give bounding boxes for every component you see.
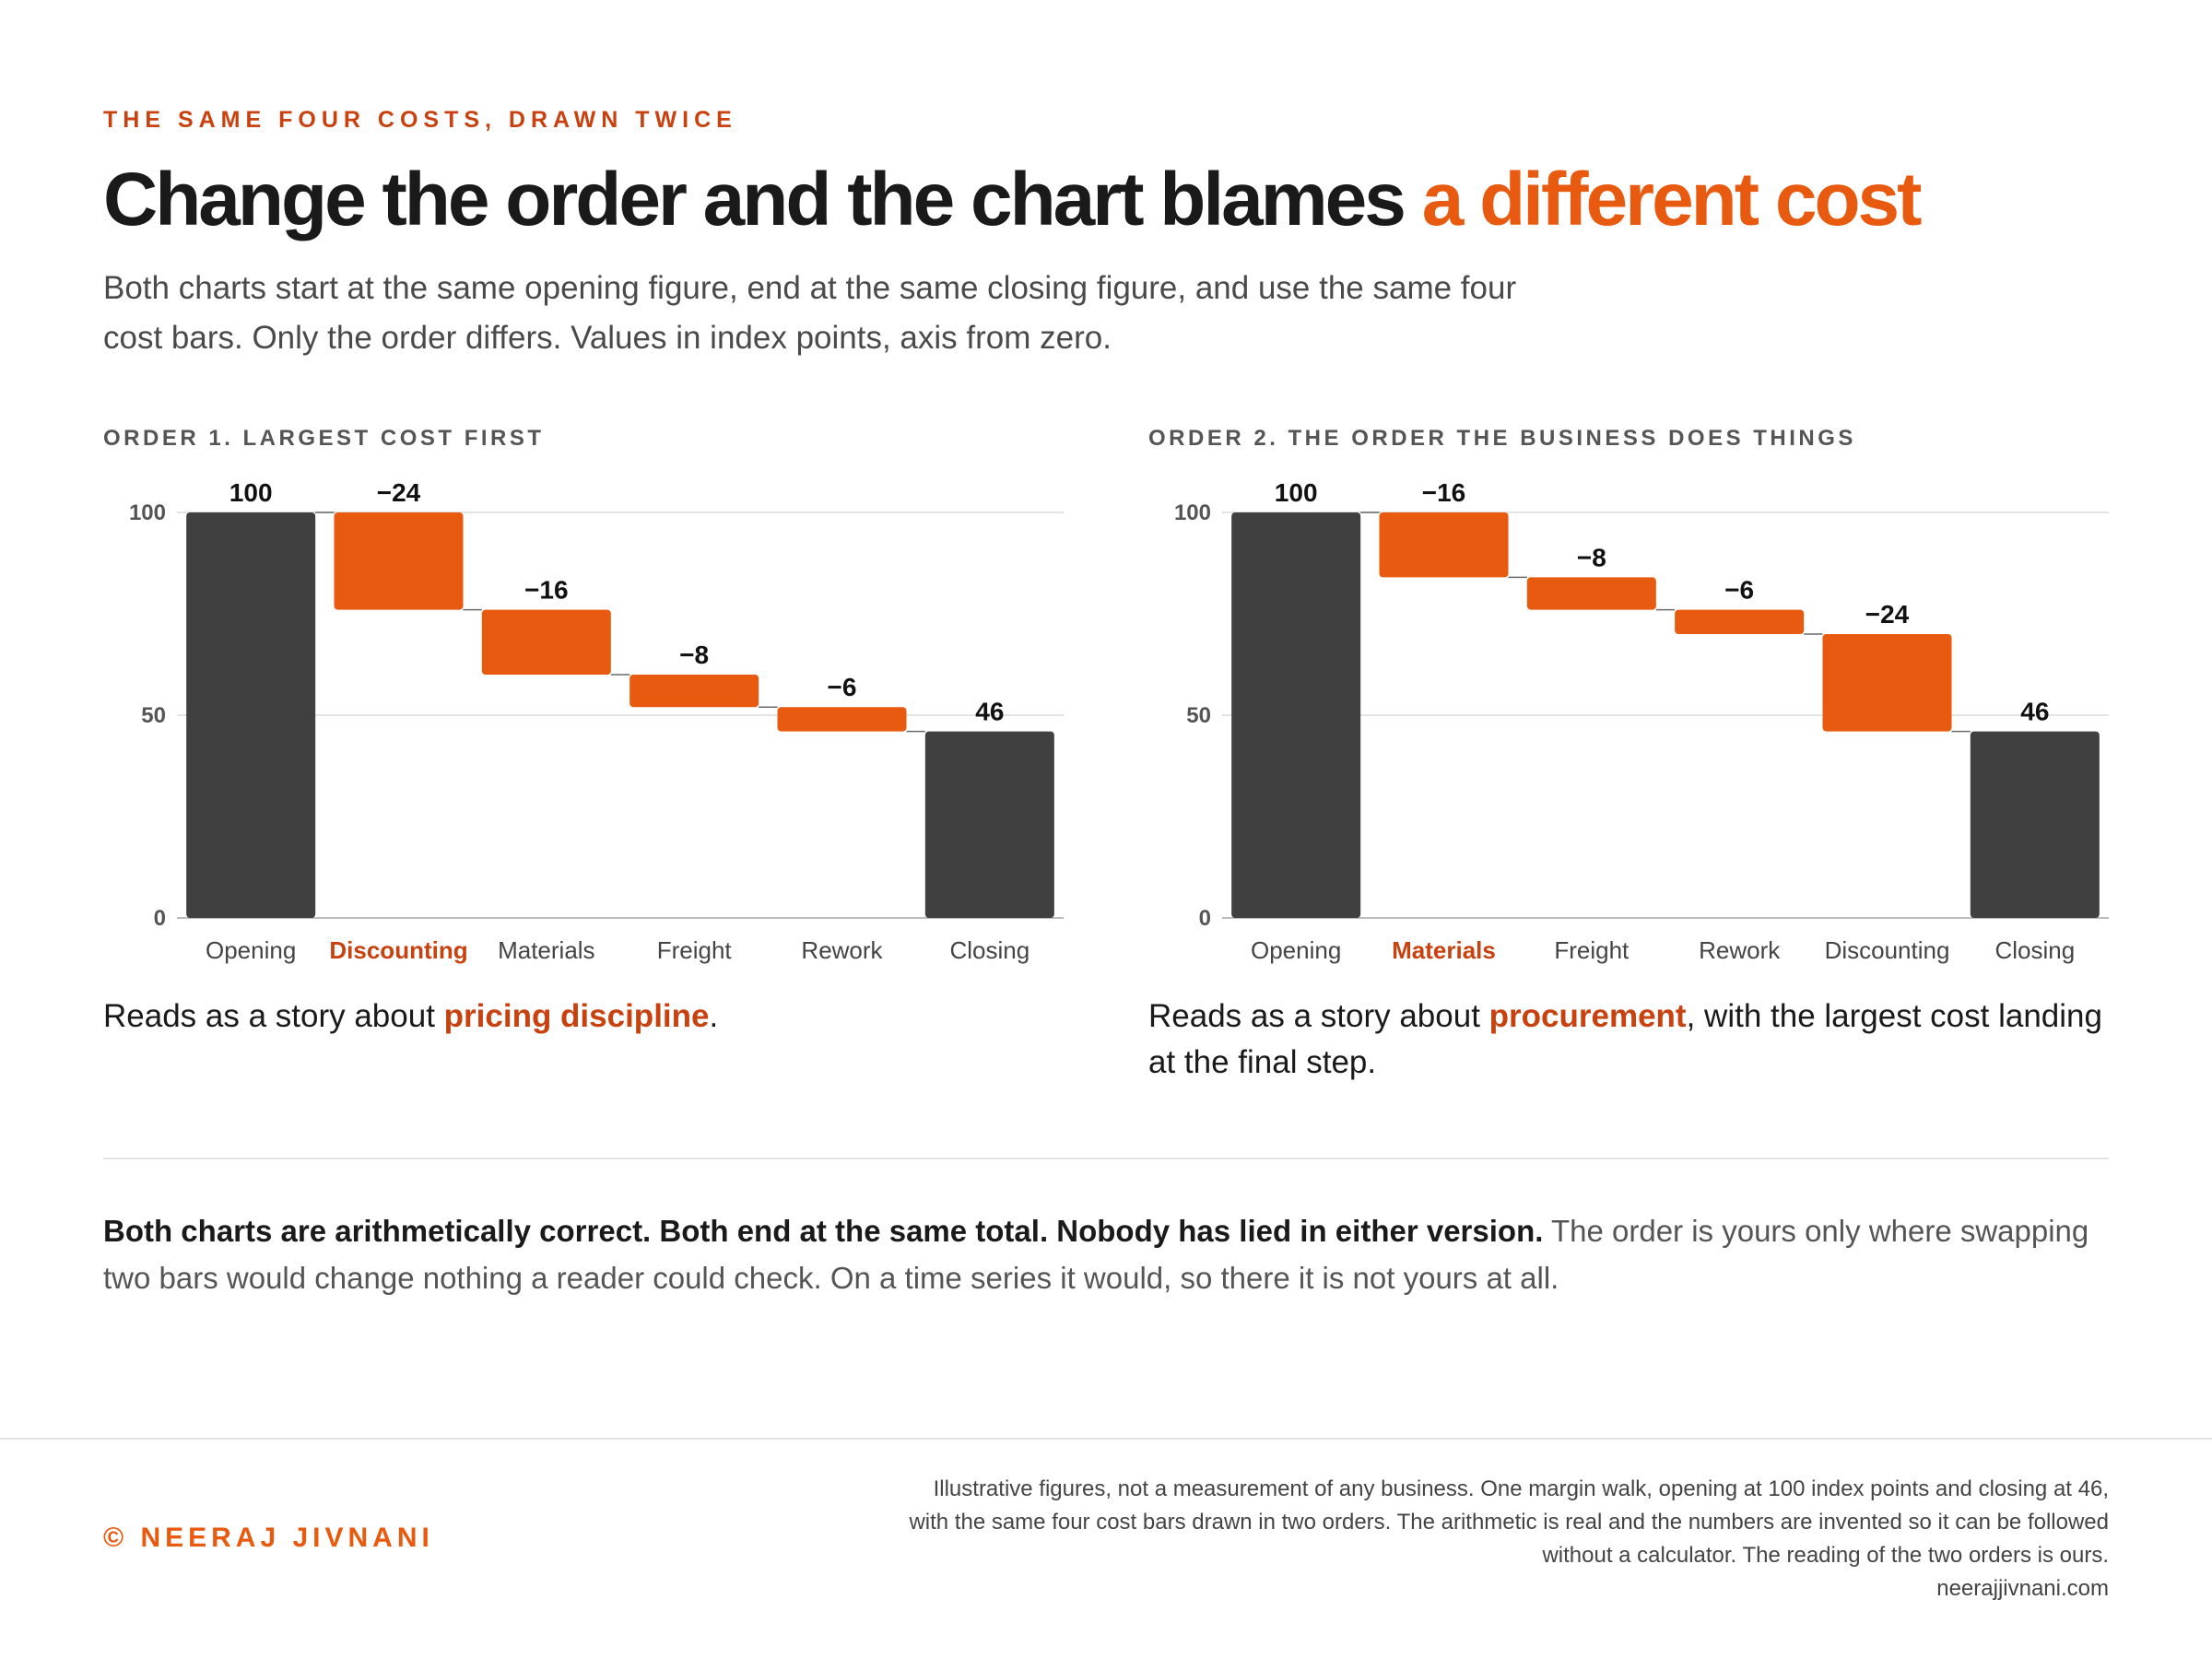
data-label: 100 [1275,478,1318,507]
x-tick-label: Freight [1554,936,1630,964]
copyright: © NEERAJ JIVNANI [103,1523,434,1553]
cost-bar [777,707,907,732]
data-label: 46 [2020,698,2049,726]
chart-2-caption: Reads as a story about procurement, with… [1148,994,2116,1086]
x-tick-label: Closing [1994,936,2075,964]
x-tick-label: Materials [1392,936,1496,964]
caption-text: Reads as a story about [103,998,444,1034]
x-tick-label: Materials [498,936,594,964]
data-label: −8 [679,641,709,669]
y-tick-label: 50 [1186,703,1211,728]
caption-text: . [709,998,719,1034]
cost-bar [1822,634,1952,732]
x-tick-label: Closing [949,936,1030,964]
footer-note-line: with the same four cost bars drawn in tw… [909,1510,2109,1535]
eyebrow: THE SAME FOUR COSTS, DRAWN TWICE [103,107,737,133]
y-tick-label: 0 [1199,906,1211,931]
data-label: −24 [1865,600,1910,629]
total-bar [1970,731,2100,918]
cost-bar [481,609,611,675]
closing-rest: The order is yours only where swapping t… [103,1214,2089,1295]
chart-1-title: ORDER 1. LARGEST COST FIRST [103,426,545,451]
data-label: −6 [1724,576,1754,605]
data-label: 46 [975,698,1004,726]
caption-text: , with the largest cost landing at the f… [1148,998,2102,1080]
data-label: −16 [1422,478,1466,507]
footer-note-line: without a calculator. The reading of the… [1542,1543,2109,1568]
data-label: −16 [524,576,569,605]
total-bar [1231,512,1361,918]
cost-bar [1379,512,1509,578]
chart-2-waterfall: 0 50 100 100 Opening −16 Materials −8 Freight −6 R… [1174,478,2109,964]
y-tick-label: 50 [141,703,166,728]
y-tick-label: 100 [129,500,166,525]
cost-bar [629,675,759,708]
data-label: −24 [377,478,421,507]
x-tick-label: Opening [206,936,296,964]
headline-accent: a different cost [1421,158,1923,241]
x-tick-label: Rework [801,936,883,964]
x-tick-label: Rework [1699,936,1781,964]
chart-1-waterfall: 0 50 100 100 Opening −24 Discounting −16 Materia… [129,478,1064,964]
x-tick-label: Freight [657,936,733,964]
cost-bar [1526,577,1656,610]
data-label: −6 [828,673,857,701]
x-tick-label: Discounting [329,936,467,964]
closing-bold: Both charts are arithmetically correct. … [103,1214,1544,1248]
y-tick-label: 0 [154,906,166,931]
total-bar [924,731,1054,918]
y-tick-label: 100 [1174,500,1211,525]
total-bar [186,512,316,918]
data-label: −8 [1577,543,1606,571]
cost-bar [334,512,464,610]
caption-highlight: pricing discipline [443,998,710,1034]
chart-2-title: ORDER 2. THE ORDER THE BUSINESS DOES THI… [1148,426,1856,451]
data-label: 100 [229,478,273,507]
chart-1-caption: Reads as a story about pricing disciplin… [103,994,1071,1040]
divider [103,1158,2109,1159]
x-tick-label: Discounting [1825,936,1950,964]
headline: Change the order and the chart blames a … [103,157,1923,243]
footer-divider [0,1438,2212,1440]
footer-site: neerajjivnani.com [1936,1576,2109,1601]
footer-note-line: Illustrative figures, not a measurement … [933,1476,2109,1501]
x-tick-label: Opening [1251,936,1341,964]
lede: Both charts start at the same opening fi… [103,270,1517,356]
cost-bar [1675,609,1805,634]
footer-note: Illustrative figures, not a measurement … [818,1473,2109,1605]
caption-highlight: procurement [1488,998,1687,1034]
caption-text: Reads as a story about [1148,998,1489,1034]
closing-paragraph: Both charts are arithmetically correct. … [103,1207,2109,1301]
headline-main: Change the order and the chart blames [103,158,1406,241]
